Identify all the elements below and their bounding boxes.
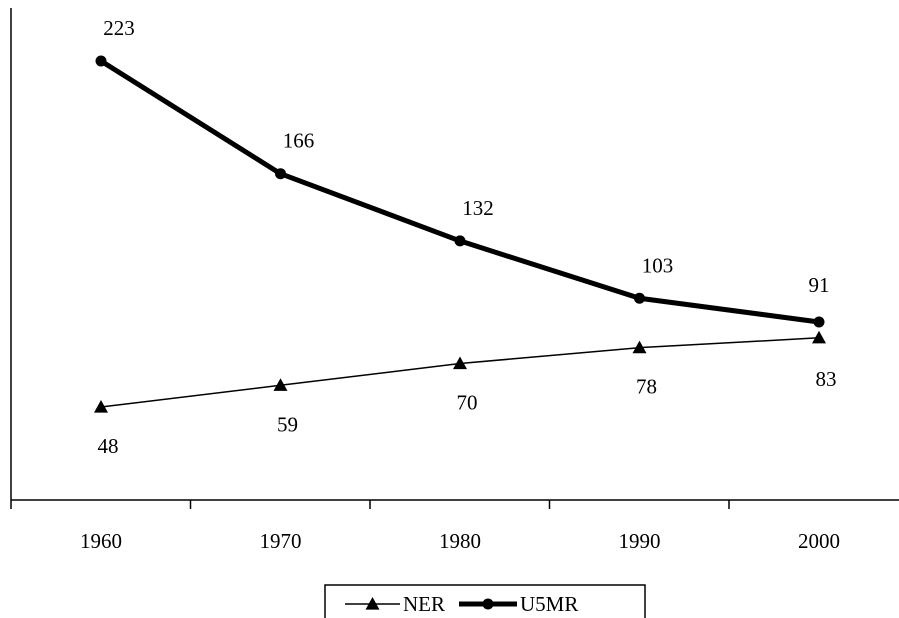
data-label-u5mr: 166 — [283, 129, 315, 153]
x-tick-label: 1960 — [80, 529, 122, 553]
data-point-u5mr — [454, 235, 466, 247]
x-tick-label: 2000 — [798, 529, 840, 553]
data-label-ner: 78 — [636, 375, 657, 399]
x-tick-label: 1980 — [439, 529, 481, 553]
legend-marker-u5mr — [482, 598, 494, 610]
x-tick-label: 1990 — [619, 529, 661, 553]
legend-marker-ner — [365, 597, 380, 610]
data-point-ner — [453, 356, 467, 370]
legend-items: NER U5MR — [345, 592, 578, 616]
data-label-u5mr: 103 — [642, 253, 674, 277]
data-label-u5mr: 223 — [103, 16, 135, 40]
data-point-u5mr — [813, 316, 825, 328]
legend-label-ner: NER — [403, 592, 445, 616]
data-point-u5mr — [95, 55, 107, 67]
legend-label-u5mr: U5MR — [520, 592, 578, 616]
data-label-ner: 83 — [816, 367, 837, 391]
data-point-ner — [273, 378, 288, 391]
data-point-ner — [812, 330, 826, 344]
data-label-ner: 48 — [98, 434, 119, 458]
data-point-u5mr — [275, 168, 286, 180]
data-point-ner — [94, 400, 108, 413]
x-axis-ticks — [10, 500, 730, 509]
data-point-ner — [632, 340, 647, 354]
data-point-u5mr — [634, 292, 645, 304]
chart-axes — [10, 8, 899, 501]
x-tick-label: 1970 — [260, 529, 302, 553]
series-line-u5mr — [98, 58, 822, 325]
data-label-u5mr: 132 — [462, 196, 494, 220]
legend: NER U5MR — [324, 584, 646, 618]
data-label-u5mr: 91 — [809, 273, 830, 297]
x-axis-tick-labels: 1960 1970 1980 1990 2000 — [80, 529, 840, 553]
series-u5mr: 223 166 132 103 91 — [95, 16, 830, 328]
series-layer: 48 59 70 78 83 223 166 132 103 91 — [94, 16, 837, 458]
data-label-ner: 59 — [277, 412, 298, 436]
legend-item-ner: NER — [345, 592, 445, 616]
legend-item-u5mr: U5MR — [459, 592, 578, 616]
series-ner: 48 59 70 78 83 — [94, 330, 837, 458]
data-label-ner: 70 — [457, 391, 478, 415]
